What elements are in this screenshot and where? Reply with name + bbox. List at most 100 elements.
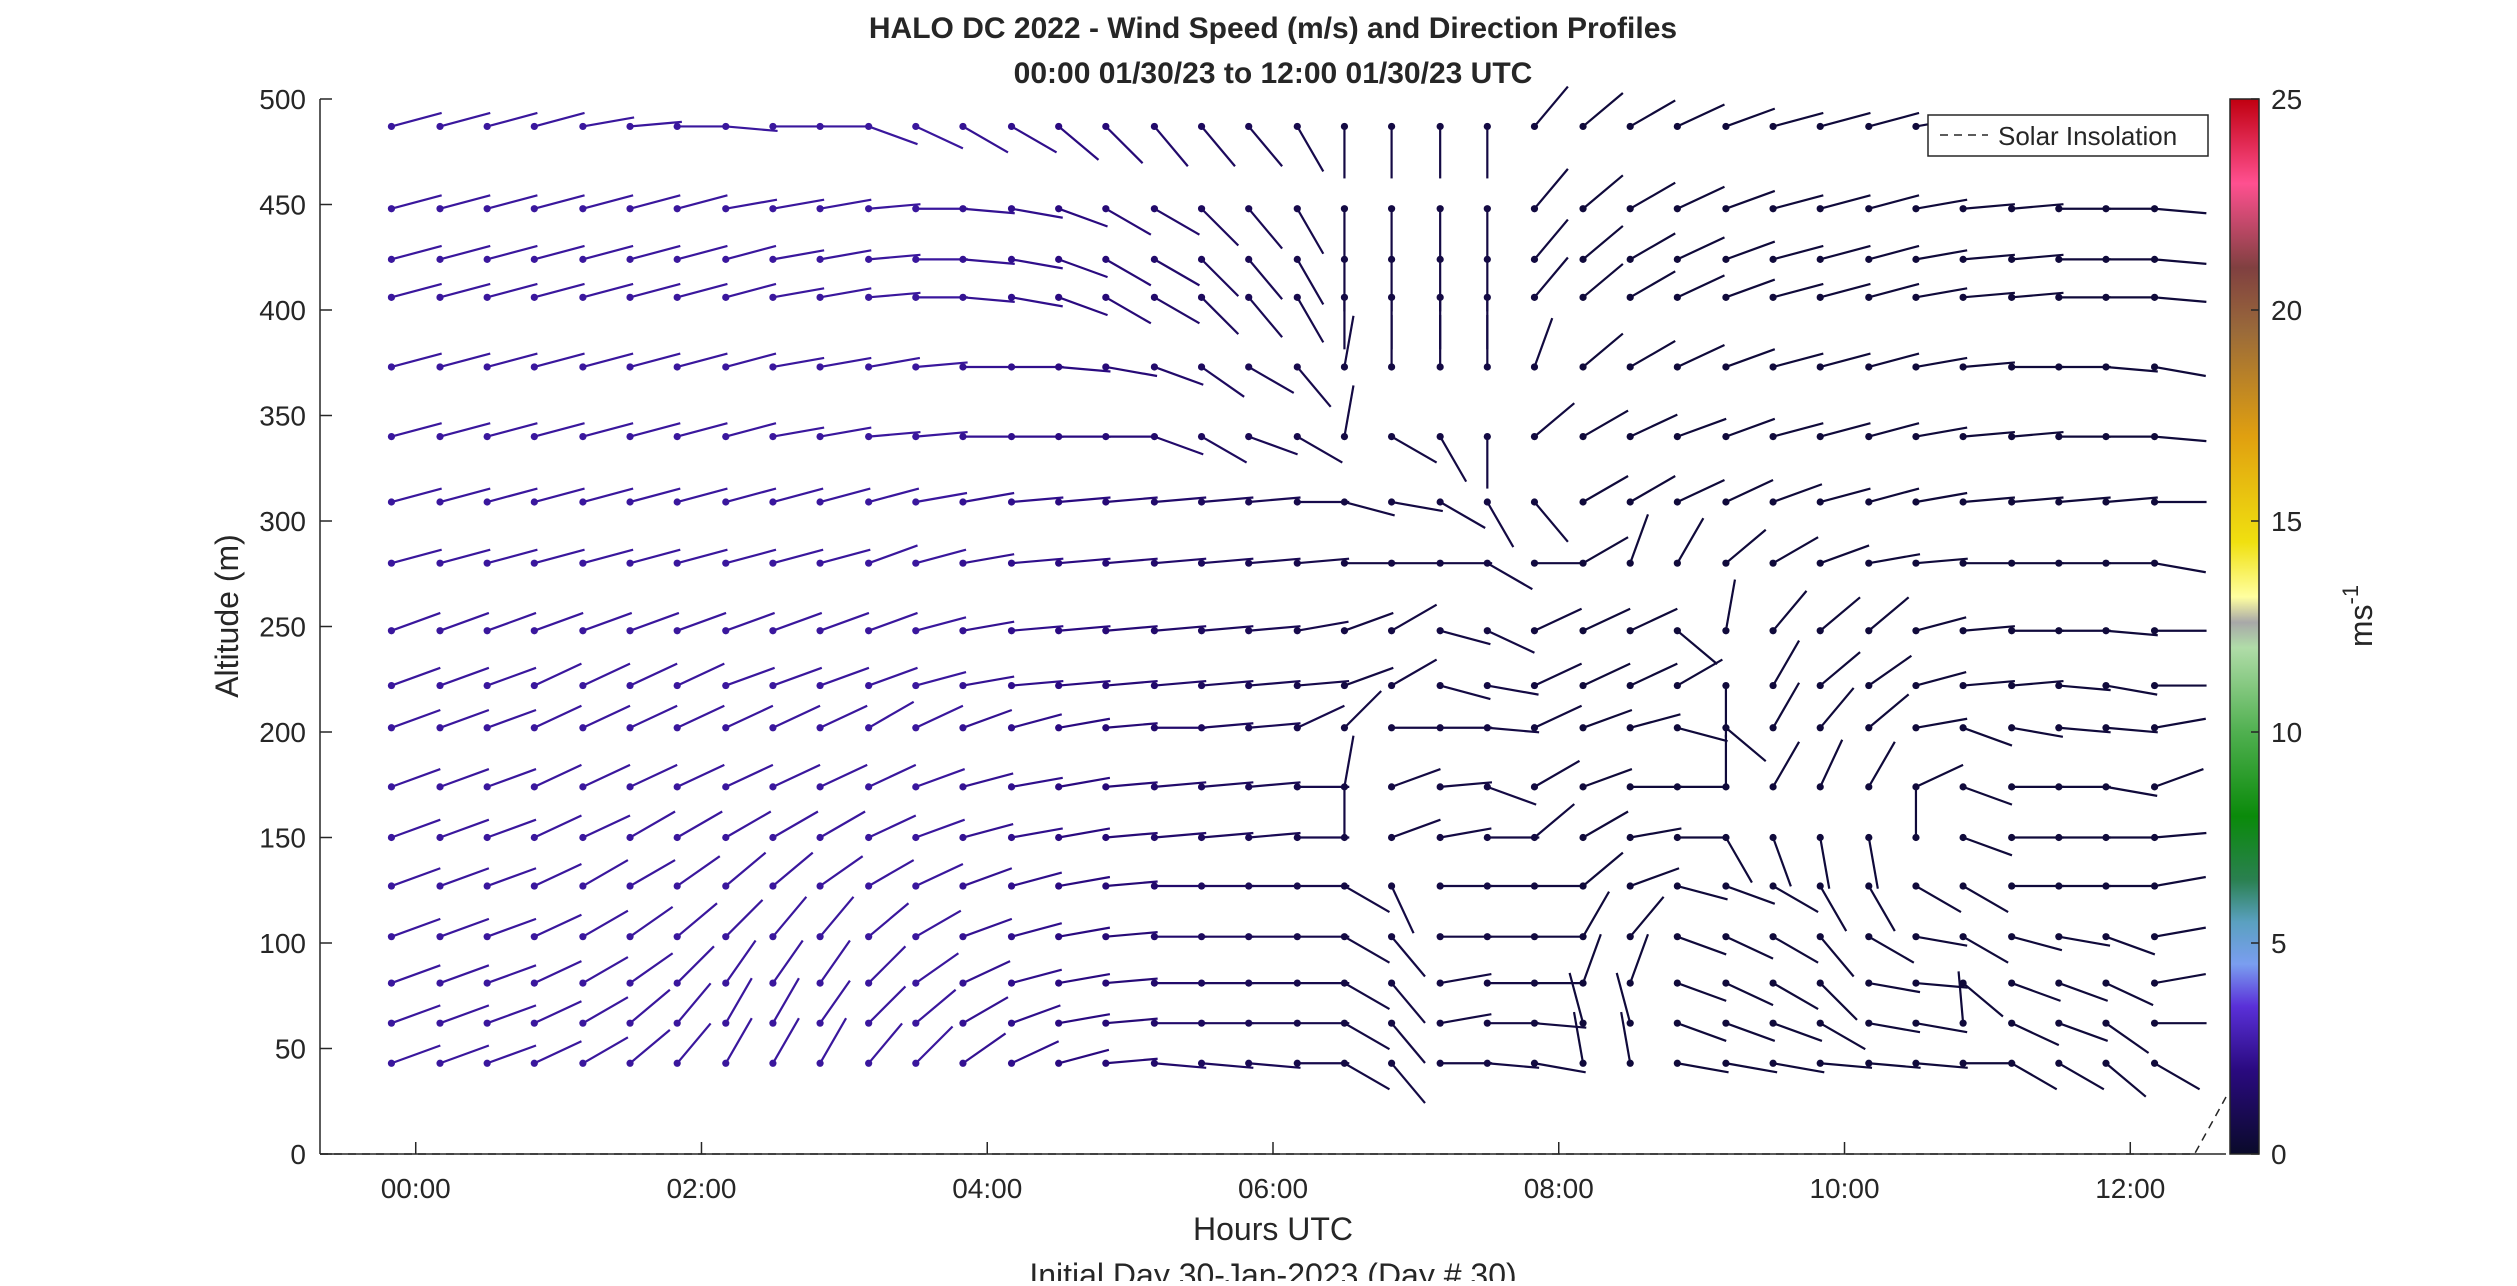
wind-barb-point [387, 627, 396, 635]
wind-barb [2154, 258, 2207, 265]
wind-barb [1582, 332, 1624, 368]
wind-barb [486, 666, 537, 687]
wind-barb-point [1102, 1059, 1110, 1067]
wind-barb-point [1197, 681, 1206, 690]
wind-barb [1390, 885, 1415, 934]
wind-barb-point [912, 933, 920, 941]
wind-barb-point [1769, 559, 1777, 567]
wind-barb-point [1530, 882, 1539, 890]
wind-barb-point [1245, 1019, 1253, 1027]
wind-barb [1154, 781, 1207, 788]
wind-barb-point [1007, 627, 1016, 635]
wind-barb-point [579, 724, 587, 732]
wind-barb [1296, 296, 1325, 343]
wind-barb [1772, 536, 1819, 565]
wind-barb-point [1816, 498, 1824, 506]
wind-barb-point [1150, 833, 1159, 842]
wind-barb-point [579, 1019, 587, 1027]
wind-barb [1439, 1013, 1492, 1025]
wind-barb [819, 704, 868, 729]
colorbar-tick-label: 25 [2271, 84, 2302, 115]
wind-barb [486, 1044, 537, 1065]
wind-barb [629, 1029, 671, 1065]
wind-barb-point [2150, 1059, 2159, 1067]
wind-barb [582, 704, 631, 729]
wind-barb [1201, 781, 1254, 788]
wind-barb [1248, 435, 1298, 456]
wind-barb [1629, 270, 1676, 299]
wind-barb-point [1197, 122, 1206, 131]
wind-barb-point [1387, 1059, 1396, 1067]
wind-barb [534, 487, 585, 504]
wind-barb-point [1816, 882, 1824, 890]
wind-barb-point [1530, 205, 1539, 213]
wind-barb-point [387, 122, 396, 131]
wind-barb-point [1912, 205, 1920, 213]
wind-barb [439, 666, 490, 687]
wind-barb [962, 207, 1015, 215]
wind-barb [1868, 553, 1921, 565]
wind-barb [486, 282, 538, 299]
wind-barb-point [2102, 255, 2110, 263]
wind-barb-point [1436, 122, 1444, 131]
colorbar-label-exponent: -1 [2338, 585, 2363, 605]
wind-barb [391, 867, 441, 888]
wind-barb-point [673, 363, 681, 371]
wind-barb [1344, 611, 1394, 632]
wind-barb [1772, 244, 1824, 261]
wind-barb [1391, 658, 1438, 687]
wind-barb [391, 487, 442, 504]
wind-barb-point [1293, 783, 1301, 791]
wind-barb-point [2102, 363, 2110, 371]
wind-barb-point [673, 293, 681, 301]
wind-barb-point [816, 293, 824, 301]
wind-barb-point [912, 363, 920, 371]
wind-barb [915, 818, 966, 839]
wind-barb [1676, 185, 1725, 210]
wind-barb-point [816, 627, 824, 635]
wind-barb [582, 282, 634, 299]
wind-barb [868, 356, 921, 369]
wind-barb [819, 487, 871, 504]
wind-barb [629, 352, 681, 369]
wind-barb-point [1055, 205, 1063, 213]
wind-barb [1629, 896, 1665, 938]
wind-barb [1439, 972, 1492, 985]
wind-barb-point [2055, 882, 2063, 890]
wind-barb [962, 917, 1013, 938]
wind-barb-point [579, 293, 587, 301]
wind-barb-point [1055, 433, 1063, 441]
wind-barb-point [1579, 363, 1587, 371]
wind-barb [915, 909, 962, 938]
wind-barb [2105, 935, 2156, 956]
wind-barb-point [1722, 498, 1730, 506]
wind-barb-point [1150, 933, 1159, 941]
wind-barb-point [436, 433, 444, 441]
wind-barb-point [1530, 1019, 1539, 1027]
wind-barb-point [1102, 363, 1110, 371]
wind-barb-point [1673, 363, 1681, 371]
wind-barb-point [865, 979, 873, 987]
wind-barb-point [1722, 933, 1730, 941]
wind-barb [391, 422, 442, 438]
wind-barb [1819, 194, 1871, 210]
wind-barb-point [673, 979, 681, 987]
wind-barb-point [1007, 293, 1016, 301]
wind-barb [1915, 717, 1968, 729]
wind-barb-point [1197, 363, 1206, 371]
wind-barb-point [1483, 1019, 1491, 1027]
wind-barb [819, 939, 851, 984]
wind-barb-point [2008, 559, 2016, 567]
wind-barb-point [1579, 293, 1587, 301]
wind-barb [582, 1036, 629, 1065]
wind-barb [1154, 831, 1207, 839]
wind-barb [1620, 1011, 1632, 1064]
wind-barb-point [483, 783, 491, 791]
wind-barb-point [1293, 363, 1301, 371]
wind-barb-point [1340, 783, 1349, 791]
wind-barb [439, 194, 491, 210]
wind-barb-point [1387, 205, 1396, 213]
wind-barb [1200, 125, 1236, 167]
wind-barb [534, 422, 585, 438]
wind-barb-point [1245, 627, 1253, 635]
